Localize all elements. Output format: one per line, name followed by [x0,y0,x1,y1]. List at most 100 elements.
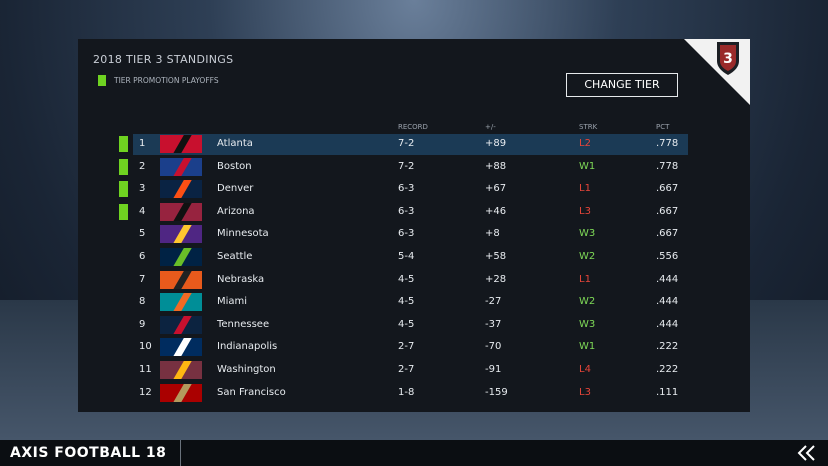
standings-row: 11 Washington 2-7 -91 L4 .222 [133,360,688,381]
team-logo [160,315,202,334]
win-pct: .667 [656,205,679,217]
standings-row: 7 Nebraska 4-5 +28 L1 .444 [133,270,688,291]
win-pct: .667 [656,228,679,240]
team-name: Nebraska [217,273,265,285]
legend-label: TIER PROMOTION PLAYOFFS [114,76,219,85]
standings-row: 12 San Francisco 1-8 -159 L3 .111 [133,383,688,404]
streak: W1 [579,160,596,172]
rank: 8 [139,296,146,308]
team-logo [160,270,202,289]
streak: L3 [579,386,591,398]
record: 2-7 [398,341,415,353]
team-logo [160,338,202,357]
rank: 12 [139,386,152,398]
streak: W3 [579,228,596,240]
column-header: RECORD [398,123,428,131]
team-name: Minnesota [217,228,269,240]
standings-row: 5 Minnesota 6-3 +8 W3 .667 [133,224,688,245]
team-name: San Francisco [217,386,286,398]
streak: W2 [579,296,596,308]
footer-bar: AXIS FOOTBALL 18 [0,440,828,466]
point-diff: +8 [485,228,500,240]
record: 7-2 [398,138,415,149]
standings-row: 8 Miami 4-5 -27 W2 .444 [133,292,688,313]
win-pct: .444 [656,296,679,308]
record: 4-5 [398,318,415,330]
standings-row: 1 Atlanta 7-2 +89 L2 .778 [119,134,688,155]
panel-title: 2018 TIER 3 STANDINGS [93,53,234,66]
tier-number: 3 [723,51,733,67]
rank: 2 [139,160,146,172]
point-diff: +88 [485,160,507,172]
rank: 9 [139,318,146,330]
point-diff: -27 [485,296,502,308]
standings-row: 9 Tennessee 4-5 -37 W3 .444 [133,315,688,336]
record: 6-3 [398,183,415,195]
streak: W1 [579,341,596,353]
point-diff: +28 [485,273,507,285]
standings-row: 6 Seattle 5-4 +58 W2 .556 [133,247,688,268]
streak: L4 [579,364,591,375]
divider [180,440,181,466]
record: 4-5 [398,273,415,285]
team-logo [160,383,202,402]
back-icon[interactable] [796,444,818,462]
win-pct: .222 [656,341,679,353]
win-pct: .667 [656,183,679,195]
team-name: Denver [217,183,254,195]
record: 6-3 [398,228,415,240]
streak: L2 [579,138,591,149]
streak: L1 [579,273,591,285]
win-pct: .778 [656,160,679,172]
legend-swatch [98,75,106,86]
point-diff: +58 [485,251,507,262]
win-pct: .778 [656,138,679,149]
standings-row: 2 Boston 7-2 +88 W1 .778 [119,157,688,178]
rank: 6 [139,251,146,262]
rank: 10 [139,341,152,353]
streak: L1 [579,183,591,195]
tier-badge: 3 [684,39,750,105]
game-title: AXIS FOOTBALL 18 [10,445,167,461]
record: 4-5 [398,296,415,308]
point-diff: +46 [485,205,507,217]
team-name: Boston [217,160,252,172]
column-header: +/- [485,123,496,131]
change-tier-button[interactable]: CHANGE TIER [566,73,678,97]
rank: 7 [139,273,146,285]
rank: 3 [139,183,146,195]
rank: 4 [139,205,146,217]
team-name: Seattle [217,251,253,262]
standings-row: 4 Arizona 6-3 +46 L3 .667 [119,202,688,223]
team-logo [160,180,202,199]
promotion-marker [119,158,128,175]
win-pct: .111 [656,386,679,398]
point-diff: +67 [485,183,507,195]
streak: W3 [579,318,596,330]
streak: L3 [579,205,591,217]
win-pct: .222 [656,364,679,375]
team-logo [160,202,202,221]
record: 2-7 [398,364,415,375]
promotion-marker [119,181,128,198]
team-name: Indianapolis [217,341,278,353]
column-header: STRK [579,123,598,131]
team-name: Washington [217,364,276,375]
rank: 5 [139,228,146,240]
point-diff: -91 [485,364,502,375]
team-logo [160,293,202,312]
win-pct: .444 [656,318,679,330]
standings-row: 3 Denver 6-3 +67 L1 .667 [119,179,688,200]
win-pct: .556 [656,251,679,262]
team-name: Arizona [217,205,255,217]
team-name: Tennessee [217,318,270,330]
team-logo [160,157,202,176]
record: 5-4 [398,251,415,262]
team-name: Atlanta [217,138,253,149]
team-logo [160,361,202,379]
rank: 11 [139,364,152,375]
promotion-marker [119,136,128,152]
standings-panel: 2018 TIER 3 STANDINGS TIER PROMOTION PLA… [78,39,750,412]
standings-row: 10 Indianapolis 2-7 -70 W1 .222 [133,337,688,358]
